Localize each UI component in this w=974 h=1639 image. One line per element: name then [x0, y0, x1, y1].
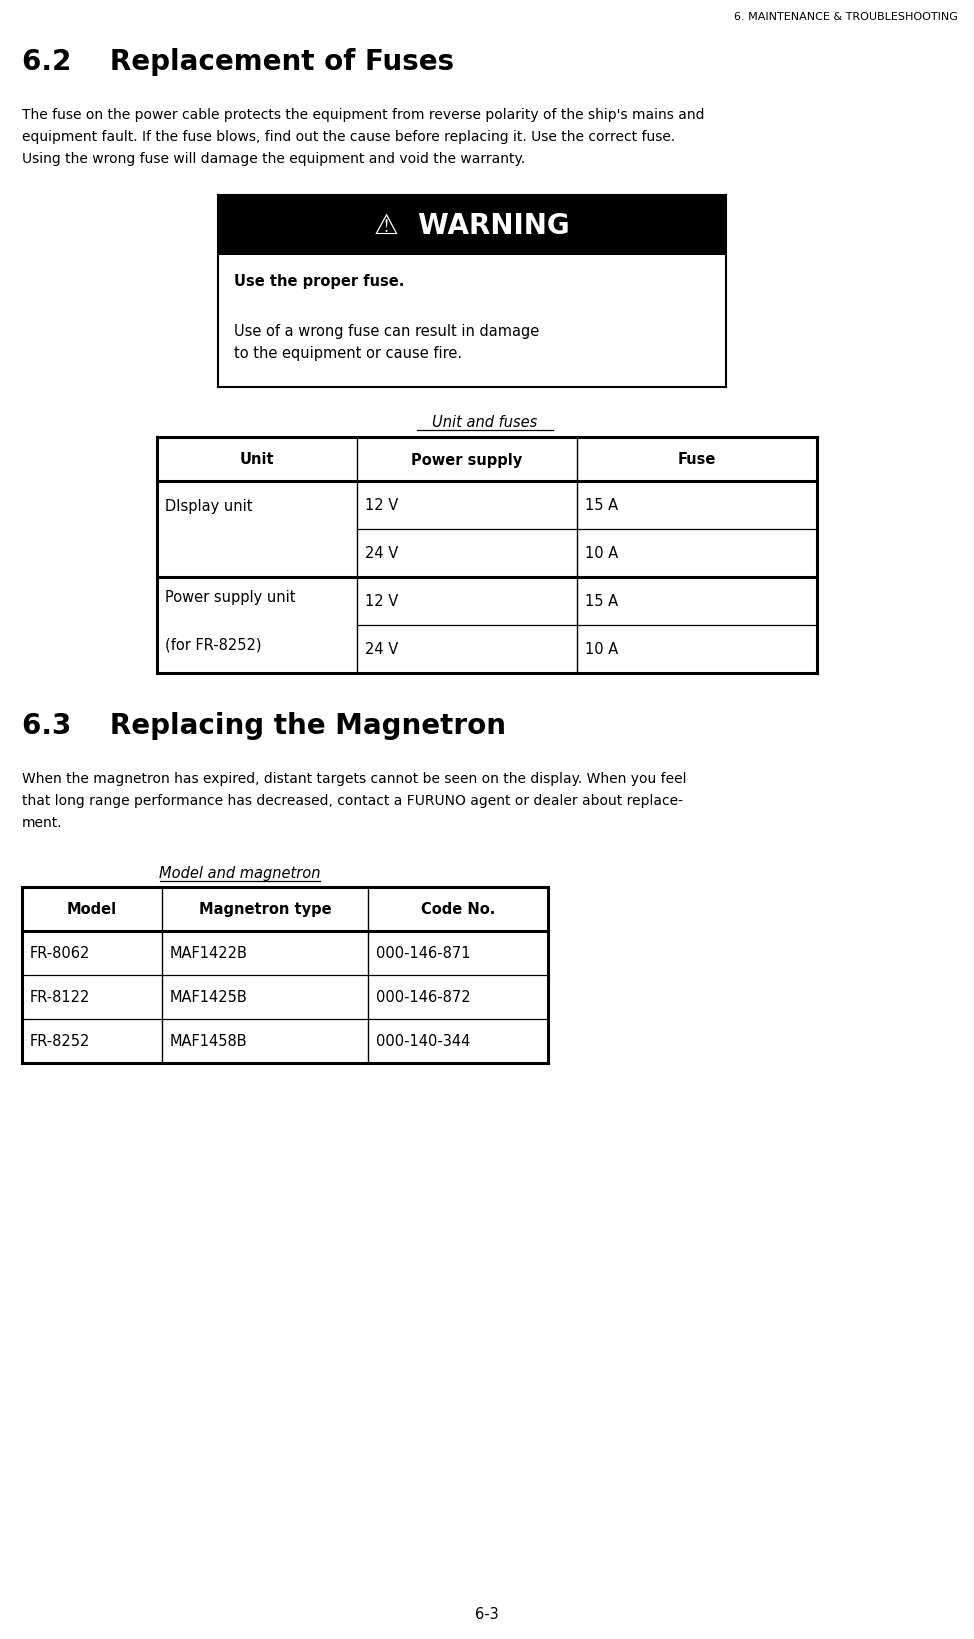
Text: ⚠  WARNING: ⚠ WARNING	[374, 211, 570, 239]
Text: The fuse on the power cable protects the equipment from reverse polarity of the : The fuse on the power cable protects the…	[22, 108, 704, 121]
Text: Model and magnetron: Model and magnetron	[160, 865, 320, 880]
Text: 24 V: 24 V	[365, 546, 398, 561]
Text: MAF1422B: MAF1422B	[170, 946, 247, 960]
Text: 6. MAINTENANCE & TROUBLESHOOTING: 6. MAINTENANCE & TROUBLESHOOTING	[734, 11, 958, 21]
Text: 10 A: 10 A	[585, 642, 618, 657]
Bar	[218, 197, 726, 256]
Text: FR-8062: FR-8062	[30, 946, 91, 960]
Text: Code No.: Code No.	[421, 901, 495, 916]
Text: Unit and fuses: Unit and fuses	[432, 415, 538, 429]
Text: FR-8122: FR-8122	[30, 990, 91, 1005]
Text: 10 A: 10 A	[585, 546, 618, 561]
Text: 12 V: 12 V	[365, 498, 398, 513]
Text: MAF1425B: MAF1425B	[170, 990, 247, 1005]
Text: Fuse: Fuse	[678, 452, 716, 467]
Text: 6.3    Replacing the Magnetron: 6.3 Replacing the Magnetron	[22, 711, 506, 739]
Text: Use the proper fuse.: Use the proper fuse.	[234, 274, 404, 288]
Text: 000-146-871: 000-146-871	[376, 946, 470, 960]
Text: Power supply unit: Power supply unit	[165, 590, 295, 605]
Text: 000-140-344: 000-140-344	[376, 1034, 470, 1049]
Text: equipment fault. If the fuse blows, find out the cause before replacing it. Use : equipment fault. If the fuse blows, find…	[22, 129, 675, 144]
Bar	[218, 256, 726, 388]
Text: 12 V: 12 V	[365, 595, 398, 610]
Text: ment.: ment.	[22, 816, 62, 829]
Text: Power supply: Power supply	[411, 452, 523, 467]
Text: 15 A: 15 A	[585, 498, 618, 513]
Text: 000-146-872: 000-146-872	[376, 990, 470, 1005]
Text: that long range performance has decreased, contact a FURUNO agent or dealer abou: that long range performance has decrease…	[22, 793, 683, 808]
Text: FR-8252: FR-8252	[30, 1034, 91, 1049]
Text: (for FR-8252): (for FR-8252)	[165, 638, 261, 652]
Text: Model: Model	[67, 901, 117, 916]
Text: 24 V: 24 V	[365, 642, 398, 657]
Text: Use of a wrong fuse can result in damage: Use of a wrong fuse can result in damage	[234, 325, 540, 339]
Text: When the magnetron has expired, distant targets cannot be seen on the display. W: When the magnetron has expired, distant …	[22, 772, 687, 785]
Text: DIsplay unit: DIsplay unit	[165, 498, 252, 513]
Text: Magnetron type: Magnetron type	[199, 901, 331, 916]
Text: Using the wrong fuse will damage the equipment and void the warranty.: Using the wrong fuse will damage the equ…	[22, 152, 525, 166]
Text: 6-3: 6-3	[475, 1606, 499, 1621]
Text: to the equipment or cause fire.: to the equipment or cause fire.	[234, 346, 462, 361]
Text: Unit: Unit	[240, 452, 275, 467]
Text: 15 A: 15 A	[585, 595, 618, 610]
Text: 6.2    Replacement of Fuses: 6.2 Replacement of Fuses	[22, 48, 454, 75]
Text: MAF1458B: MAF1458B	[170, 1034, 247, 1049]
